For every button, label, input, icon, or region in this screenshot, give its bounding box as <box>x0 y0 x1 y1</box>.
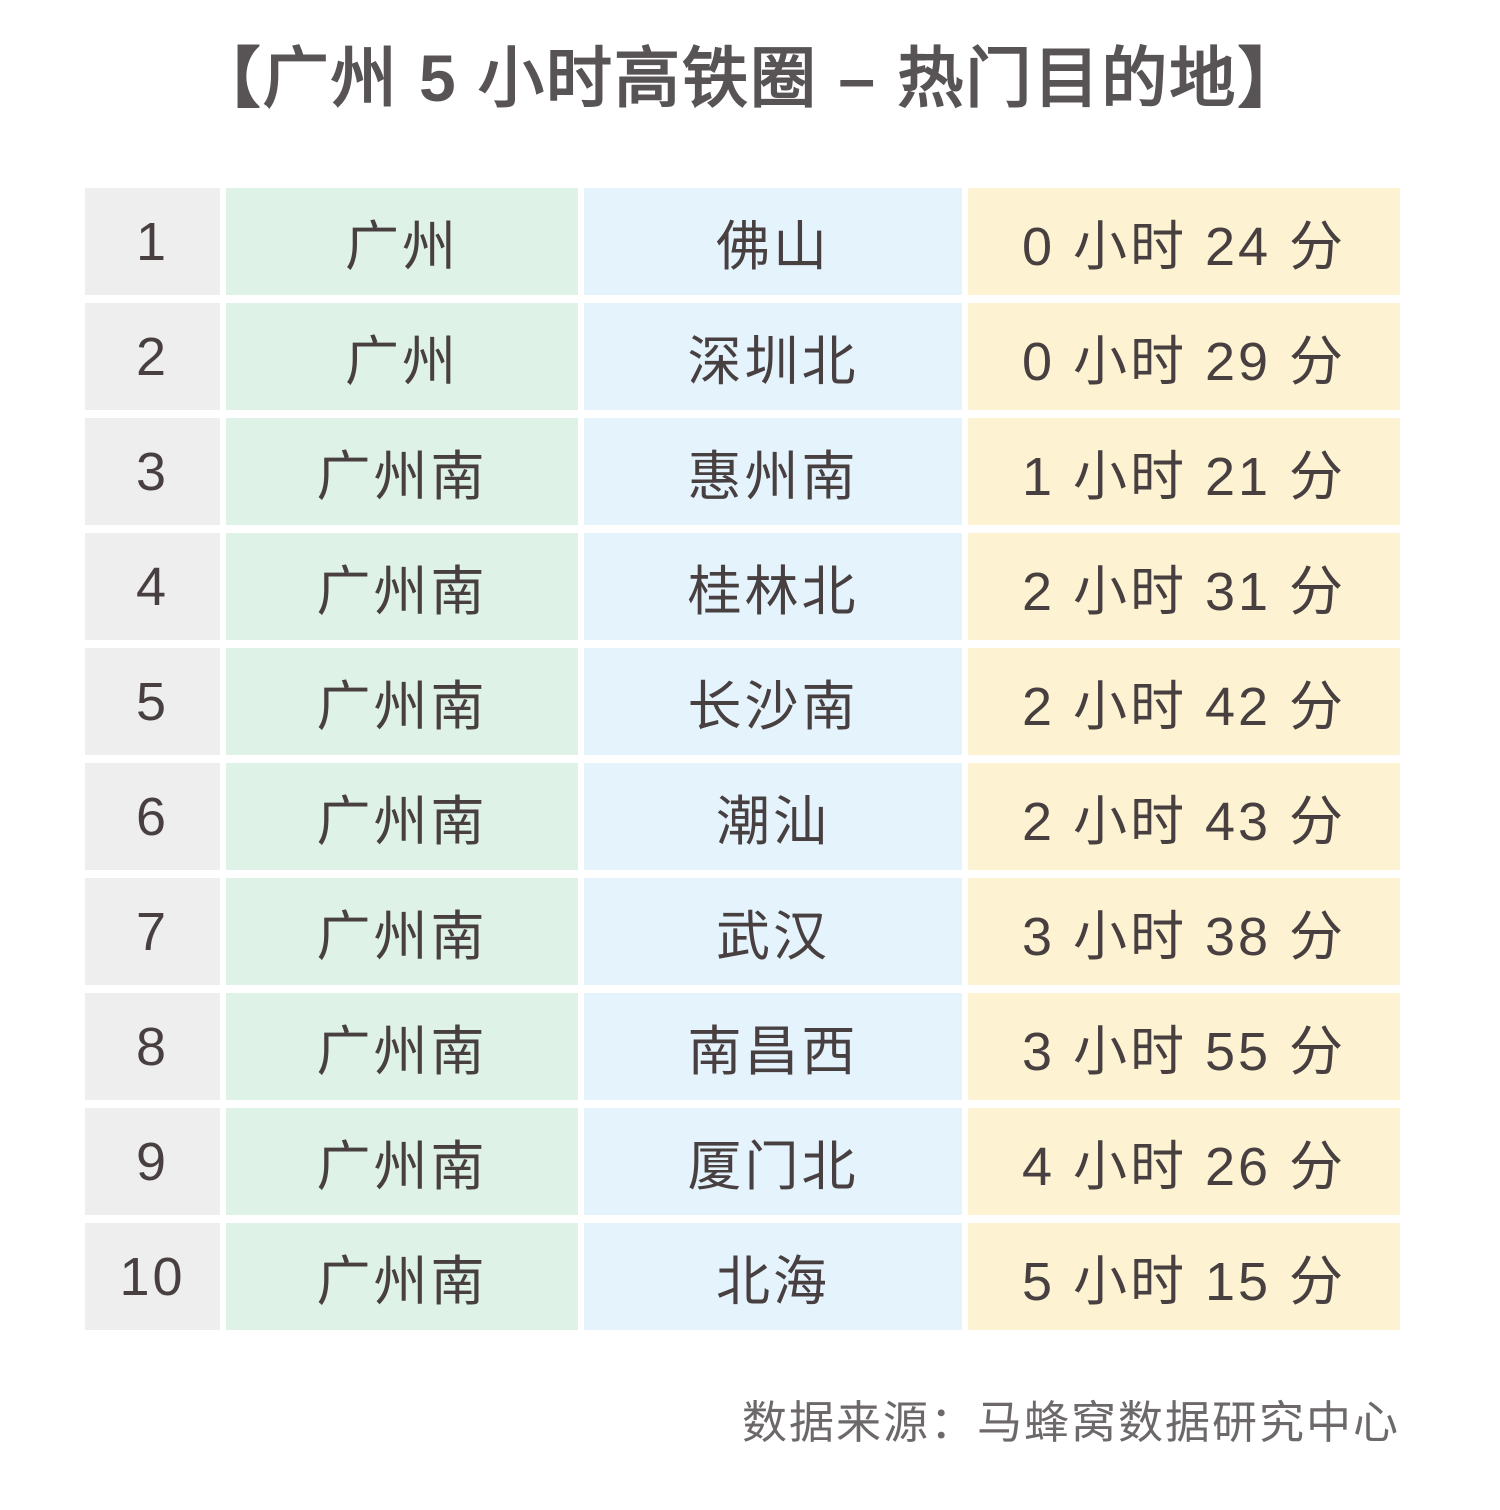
duration-cell: 5 小时 15 分 <box>968 1223 1400 1330</box>
duration-cell: 2 小时 31 分 <box>968 533 1400 640</box>
destination-cell: 佛山 <box>584 188 962 295</box>
rank-cell: 4 <box>85 533 220 640</box>
rank-cell: 1 <box>85 188 220 295</box>
destinations-table: 1 广州 佛山 0 小时 24 分 2 广州 深圳北 0 小时 29 分 3 广… <box>85 188 1400 1330</box>
rank-cell: 9 <box>85 1108 220 1215</box>
origin-cell: 广州 <box>226 188 578 295</box>
rank-cell: 7 <box>85 878 220 985</box>
destination-cell: 北海 <box>584 1223 962 1330</box>
destination-cell: 潮汕 <box>584 763 962 870</box>
table-row: 10 广州南 北海 5 小时 15 分 <box>85 1223 1400 1330</box>
destination-cell: 深圳北 <box>584 303 962 410</box>
table-row: 1 广州 佛山 0 小时 24 分 <box>85 188 1400 295</box>
destination-cell: 惠州南 <box>584 418 962 525</box>
table-row: 4 广州南 桂林北 2 小时 31 分 <box>85 533 1400 640</box>
rank-cell: 5 <box>85 648 220 755</box>
table-row: 9 广州南 厦门北 4 小时 26 分 <box>85 1108 1400 1215</box>
rank-cell: 6 <box>85 763 220 870</box>
table-row: 5 广州南 长沙南 2 小时 42 分 <box>85 648 1400 755</box>
rank-cell: 10 <box>85 1223 220 1330</box>
destination-cell: 桂林北 <box>584 533 962 640</box>
origin-cell: 广州南 <box>226 533 578 640</box>
table-row: 6 广州南 潮汕 2 小时 43 分 <box>85 763 1400 870</box>
duration-cell: 3 小时 38 分 <box>968 878 1400 985</box>
rank-cell: 8 <box>85 993 220 1100</box>
page-title: 【广州 5 小时高铁圈 – 热门目的地】 <box>194 41 1306 115</box>
destination-cell: 武汉 <box>584 878 962 985</box>
duration-cell: 0 小时 29 分 <box>968 303 1400 410</box>
duration-cell: 1 小时 21 分 <box>968 418 1400 525</box>
duration-cell: 0 小时 24 分 <box>968 188 1400 295</box>
origin-cell: 广州南 <box>226 993 578 1100</box>
rank-cell: 3 <box>85 418 220 525</box>
origin-cell: 广州南 <box>226 648 578 755</box>
duration-cell: 4 小时 26 分 <box>968 1108 1400 1215</box>
duration-cell: 3 小时 55 分 <box>968 993 1400 1100</box>
table-row: 7 广州南 武汉 3 小时 38 分 <box>85 878 1400 985</box>
destination-cell: 长沙南 <box>584 648 962 755</box>
table-row: 8 广州南 南昌西 3 小时 55 分 <box>85 993 1400 1100</box>
origin-cell: 广州南 <box>226 418 578 525</box>
rank-cell: 2 <box>85 303 220 410</box>
data-source-note: 数据来源：马蜂窝数据研究中心 <box>741 1397 1400 1448</box>
origin-cell: 广州南 <box>226 1108 578 1215</box>
duration-cell: 2 小时 42 分 <box>968 648 1400 755</box>
destination-cell: 厦门北 <box>584 1108 962 1215</box>
table-row: 3 广州南 惠州南 1 小时 21 分 <box>85 418 1400 525</box>
origin-cell: 广州 <box>226 303 578 410</box>
origin-cell: 广州南 <box>226 1223 578 1330</box>
duration-cell: 2 小时 43 分 <box>968 763 1400 870</box>
origin-cell: 广州南 <box>226 763 578 870</box>
destination-cell: 南昌西 <box>584 993 962 1100</box>
table-row: 2 广州 深圳北 0 小时 29 分 <box>85 303 1400 410</box>
origin-cell: 广州南 <box>226 878 578 985</box>
